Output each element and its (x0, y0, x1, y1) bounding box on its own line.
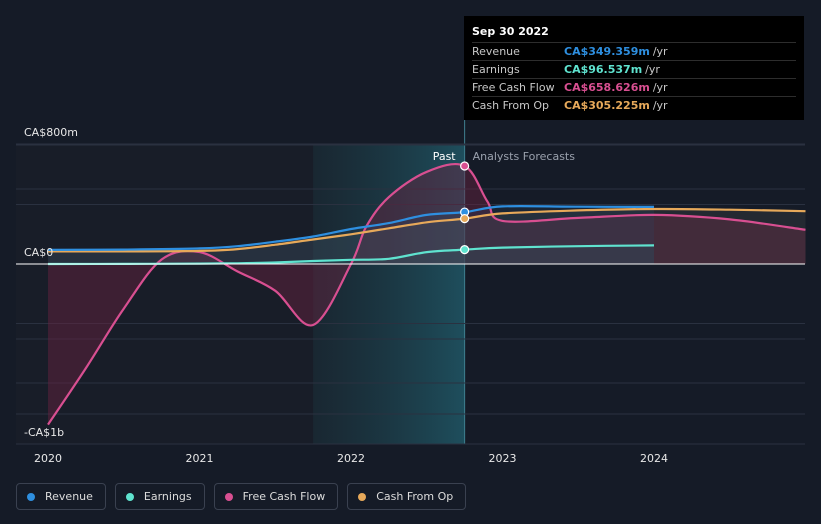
legend-item-cash-from-op[interactable]: Cash From Op (347, 483, 467, 510)
tooltip-label: Revenue (472, 45, 520, 58)
tooltip-row-earnings: Earnings CA$96.537m /yr (472, 60, 796, 78)
tooltip-row-revenue: Revenue CA$349.359m /yr (472, 42, 796, 60)
tooltip-value: CA$305.225m (564, 99, 650, 112)
tooltip-label: Earnings (472, 63, 520, 76)
y-tick-label: -CA$1b (24, 426, 64, 439)
earnings-dot-icon (125, 492, 134, 501)
tooltip-value: CA$96.537m (564, 63, 643, 76)
tooltip-unit: /yr (652, 81, 668, 94)
y-tick-label: CA$0 (24, 246, 53, 259)
x-tick-label: 2024 (640, 452, 668, 465)
earnings-area (48, 245, 654, 264)
tooltip-value: CA$349.359m (564, 45, 650, 58)
x-tick-label: 2023 (489, 452, 517, 465)
tooltip-row-cash-from-op: Cash From Op CA$305.225m /yr (472, 96, 796, 114)
revenue-line (47, 204, 655, 251)
free-cash-flow-marker (460, 161, 470, 171)
tooltip-value: CA$658.626m (564, 81, 650, 94)
forecast-label: Analysts Forecasts (473, 150, 576, 163)
legend: Revenue Earnings Free Cash Flow Cash Fro… (16, 483, 475, 510)
free-cash-flow-area (48, 164, 806, 425)
legend-label: Cash From Op (376, 490, 454, 503)
x-tick-label: 2021 (186, 452, 214, 465)
cash-from-op-line (48, 207, 806, 253)
legend-item-free-cash-flow[interactable]: Free Cash Flow (213, 483, 339, 510)
tooltip-date: Sep 30 2022 (472, 25, 549, 38)
x-tick-label: 2020 (34, 452, 62, 465)
tooltip-label: Free Cash Flow (472, 81, 555, 94)
x-tick-label: 2022 (337, 452, 365, 465)
cash-from-op-area (48, 208, 806, 264)
past-label: Past (433, 150, 457, 163)
tooltip-label: Cash From Op (472, 99, 550, 112)
tooltip-row-free-cash-flow: Free Cash Flow CA$658.626m /yr (472, 78, 796, 96)
tooltip-panel: Sep 30 2022 Revenue CA$349.359m /yr Earn… (464, 16, 804, 120)
cash-from-op-dot-icon (358, 492, 367, 501)
legend-label: Free Cash Flow (242, 490, 326, 503)
grid-lines (16, 143, 805, 445)
revenue-dot-icon (27, 492, 35, 501)
legend-label: Earnings (143, 490, 192, 503)
y-tick-label: CA$800m (24, 126, 78, 139)
cash-from-op-marker (460, 214, 470, 224)
tooltip-unit: /yr (652, 99, 668, 112)
tooltip-unit: /yr (652, 45, 668, 58)
highlight-region (313, 144, 465, 444)
earnings-marker (460, 245, 470, 255)
legend-label: Revenue (45, 490, 93, 503)
free-cash-flow-dot-icon (224, 492, 233, 501)
tooltip-unit: /yr (645, 63, 660, 76)
legend-item-earnings[interactable]: Earnings (114, 483, 205, 510)
legend-item-revenue[interactable]: Revenue (16, 483, 106, 510)
